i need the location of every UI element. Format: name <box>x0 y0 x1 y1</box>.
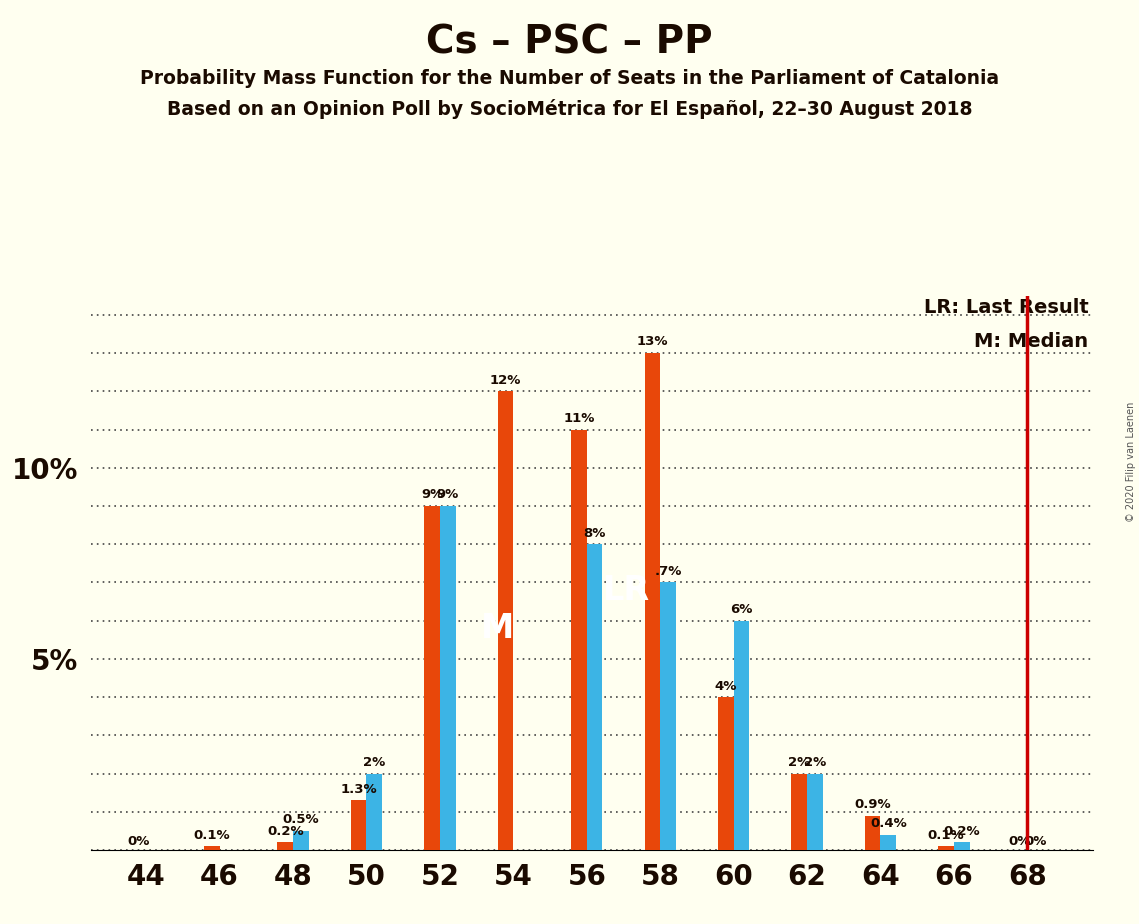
Bar <box>792 773 808 850</box>
Bar <box>939 846 954 850</box>
Bar <box>880 834 896 850</box>
Text: 12%: 12% <box>490 373 522 386</box>
Bar <box>954 843 969 850</box>
Bar <box>865 816 880 850</box>
Text: LR: Last Result: LR: Last Result <box>924 298 1089 318</box>
Text: 2%: 2% <box>804 756 826 769</box>
Text: M: Median: M: Median <box>974 332 1089 351</box>
Text: Probability Mass Function for the Number of Seats in the Parliament of Catalonia: Probability Mass Function for the Number… <box>140 69 999 89</box>
Bar <box>661 582 675 850</box>
Text: .7%: .7% <box>654 565 682 578</box>
Text: Based on an Opinion Poll by SocioMétrica for El Español, 22–30 August 2018: Based on an Opinion Poll by SocioMétrica… <box>166 99 973 119</box>
Bar <box>718 697 734 850</box>
Text: 0.2%: 0.2% <box>943 825 980 838</box>
Text: 9%: 9% <box>421 489 443 502</box>
Bar <box>425 506 440 850</box>
Text: 0.1%: 0.1% <box>194 829 230 842</box>
Text: 0.1%: 0.1% <box>928 829 965 842</box>
Bar <box>498 391 514 850</box>
Text: 0%: 0% <box>128 835 149 848</box>
Bar <box>351 800 367 850</box>
Text: 2%: 2% <box>788 756 810 769</box>
Bar <box>587 544 603 850</box>
Bar <box>440 506 456 850</box>
Text: 0.2%: 0.2% <box>267 825 304 838</box>
Text: 0%: 0% <box>1008 835 1031 848</box>
Text: 4%: 4% <box>714 679 737 693</box>
Text: 8%: 8% <box>583 527 606 540</box>
Text: Cs – PSC – PP: Cs – PSC – PP <box>426 23 713 61</box>
Bar <box>293 831 309 850</box>
Text: M: M <box>481 612 515 645</box>
Text: 0.4%: 0.4% <box>870 817 907 830</box>
Bar <box>808 773 822 850</box>
Bar <box>645 353 661 850</box>
Bar <box>734 621 749 850</box>
Text: © 2020 Filip van Laenen: © 2020 Filip van Laenen <box>1126 402 1136 522</box>
Bar <box>204 846 220 850</box>
Bar <box>571 430 587 850</box>
Text: 2%: 2% <box>363 756 385 769</box>
Text: 6%: 6% <box>730 603 753 616</box>
Text: LR: LR <box>603 574 650 606</box>
Text: 0.9%: 0.9% <box>854 798 891 811</box>
Text: 13%: 13% <box>637 335 669 348</box>
Text: 9%: 9% <box>436 489 459 502</box>
Text: 0%: 0% <box>1024 835 1047 848</box>
Bar <box>367 773 382 850</box>
Text: 11%: 11% <box>564 412 595 425</box>
Text: 1.3%: 1.3% <box>341 783 377 796</box>
Text: 0.5%: 0.5% <box>282 813 319 826</box>
Bar <box>278 843 293 850</box>
